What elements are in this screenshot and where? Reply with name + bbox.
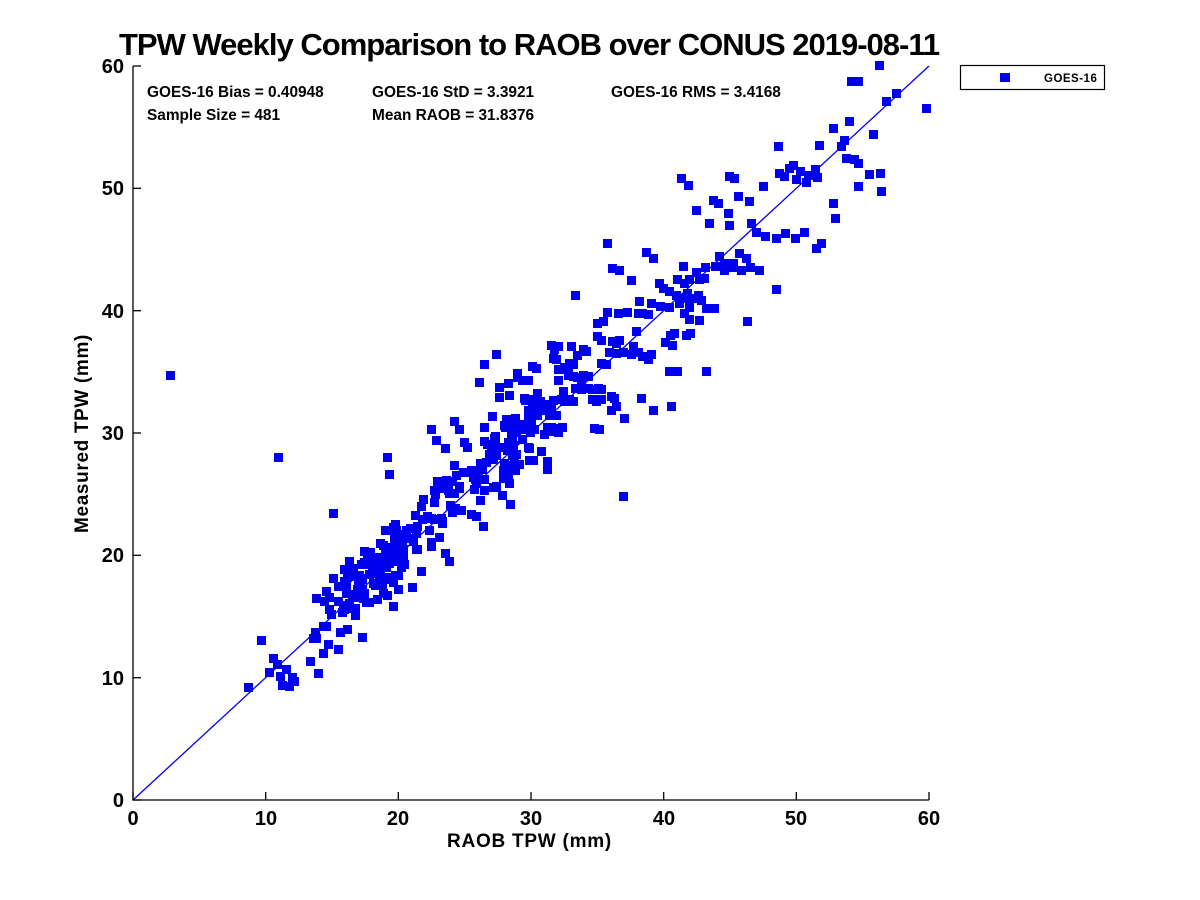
svg-text:60: 60 (918, 808, 940, 830)
svg-text:0: 0 (113, 790, 124, 812)
svg-text:Sample Size = 481: Sample Size = 481 (147, 107, 280, 124)
svg-text:20: 20 (387, 808, 409, 830)
svg-text:30: 30 (102, 423, 124, 445)
svg-text:60: 60 (102, 56, 124, 78)
svg-text:0: 0 (127, 808, 138, 830)
svg-text:Measured TPW (mm): Measured TPW (mm) (72, 334, 93, 533)
svg-text:Mean RAOB = 31.8376: Mean RAOB = 31.8376 (372, 107, 534, 124)
svg-text:GOES-16: GOES-16 (1044, 73, 1097, 85)
svg-text:GOES-16 RMS = 3.4168: GOES-16 RMS = 3.4168 (611, 84, 781, 101)
svg-text:20: 20 (102, 545, 124, 567)
svg-text:GOES-16 StD = 3.3921: GOES-16 StD = 3.3921 (372, 84, 535, 101)
svg-text:RAOB TPW (mm): RAOB TPW (mm) (447, 831, 612, 852)
svg-text:TPW Weekly Comparison to RAOB: TPW Weekly Comparison to RAOB over CONUS… (119, 27, 940, 62)
svg-text:10: 10 (255, 808, 277, 830)
svg-text:40: 40 (653, 808, 675, 830)
svg-text:30: 30 (520, 808, 542, 830)
svg-text:50: 50 (785, 808, 807, 830)
svg-text:40: 40 (102, 301, 124, 323)
svg-text:GOES-16 Bias = 0.40948: GOES-16 Bias = 0.40948 (147, 84, 324, 101)
svg-text:50: 50 (102, 178, 124, 200)
svg-text:10: 10 (102, 668, 124, 690)
